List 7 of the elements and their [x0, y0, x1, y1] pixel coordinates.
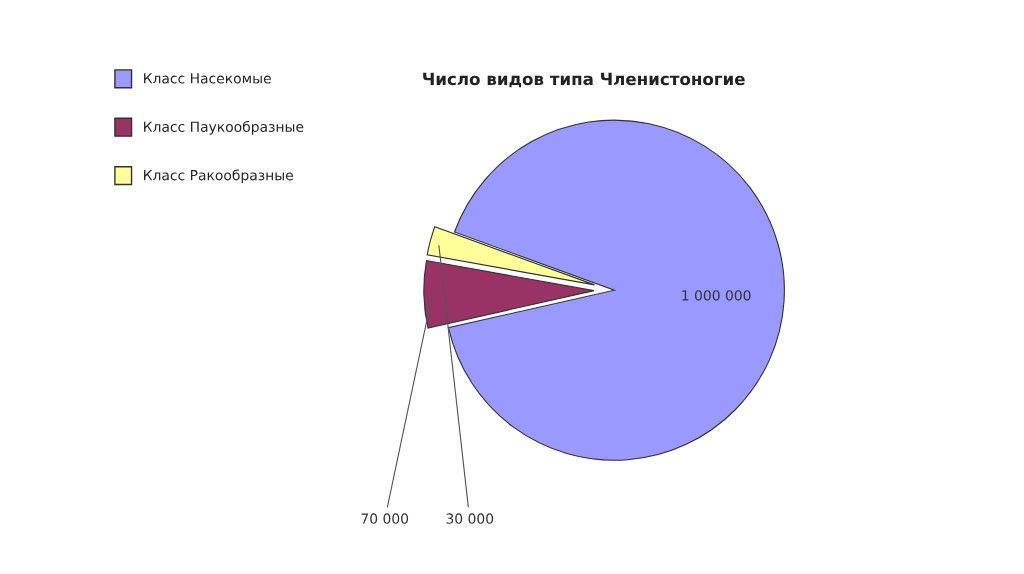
- legend-label: Класс Насекомые: [144, 73, 271, 84]
- legend-label: Класс Паукообразные: [144, 120, 304, 135]
- chart-title: Число видов типа Членистоногие: [423, 72, 745, 88]
- data-label: 30 000: [446, 513, 494, 524]
- data-label: 1 000 000: [682, 290, 751, 301]
- data-label: 70 000: [361, 513, 409, 524]
- legend-label: Класс Ракообразные: [144, 169, 294, 184]
